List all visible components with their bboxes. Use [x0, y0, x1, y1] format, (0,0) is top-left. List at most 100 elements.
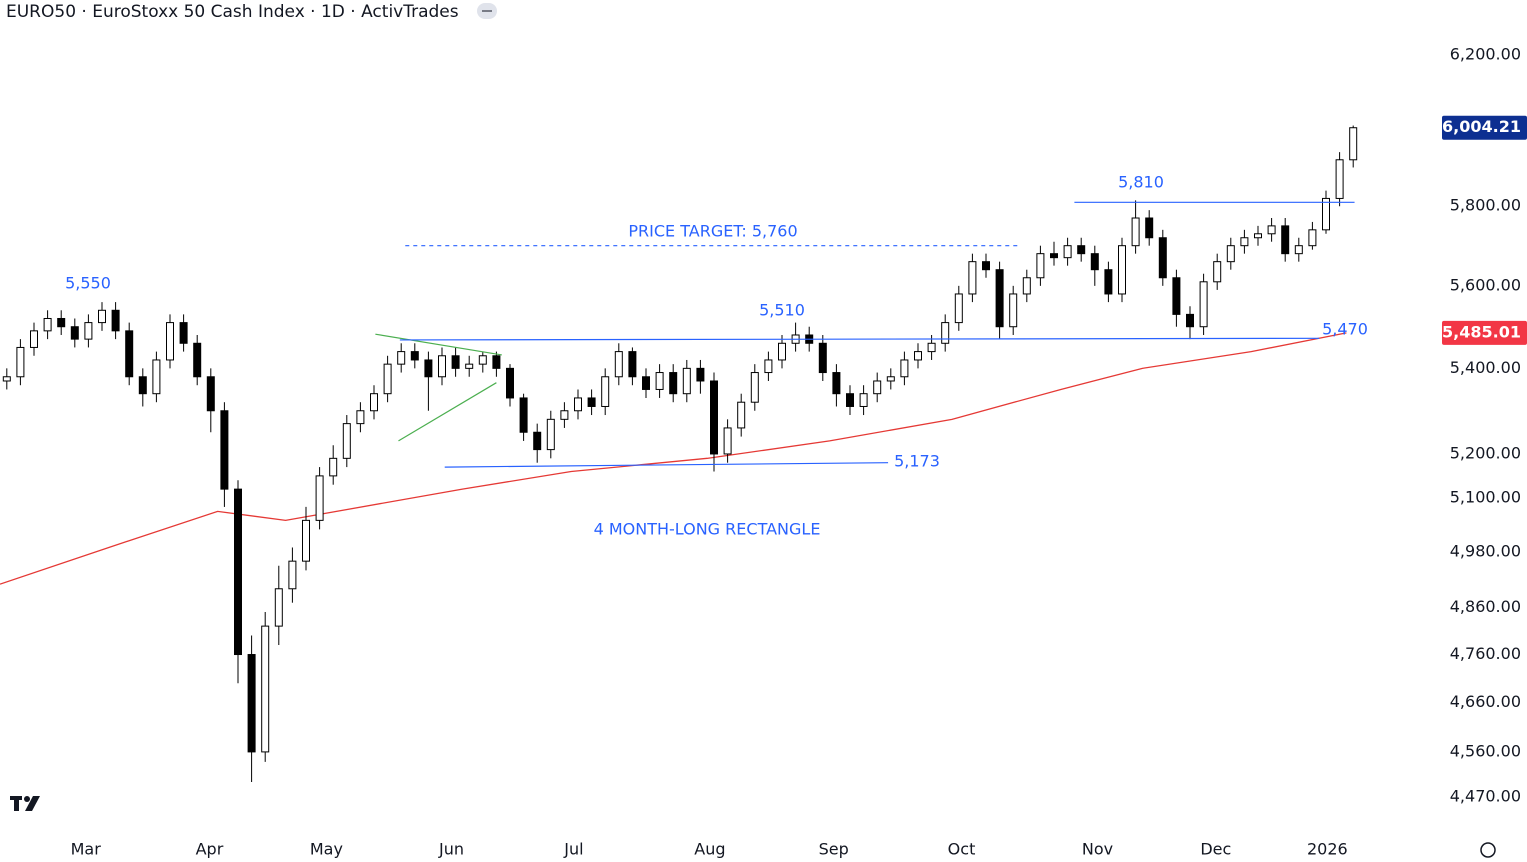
candle	[696, 359, 705, 394]
candle	[315, 467, 324, 530]
candle-body	[560, 410, 569, 420]
candle-body	[614, 351, 623, 378]
candle	[234, 480, 242, 684]
y-tick-label: 4,560.00	[1450, 741, 1521, 760]
candle-body	[166, 322, 174, 361]
candle-body	[669, 372, 678, 395]
candle-body	[1294, 245, 1303, 255]
y-tick-label: 4,760.00	[1450, 644, 1521, 663]
candle	[533, 423, 542, 463]
candle	[1131, 200, 1140, 254]
candle	[954, 285, 963, 331]
candle	[791, 322, 800, 352]
candle-body	[927, 342, 936, 353]
candle	[832, 364, 841, 407]
settings-button[interactable]	[1480, 842, 1496, 858]
candle-body	[274, 588, 283, 627]
candle-body	[1145, 217, 1154, 239]
candle	[261, 612, 270, 762]
candle-body	[98, 309, 106, 324]
candle	[356, 402, 365, 433]
candle	[601, 368, 610, 416]
candle-body	[710, 380, 718, 455]
candle-body	[138, 376, 147, 395]
candle-body	[995, 269, 1004, 328]
trend-line	[398, 382, 497, 442]
candle-body	[30, 330, 38, 348]
candle-body	[465, 363, 474, 369]
candle	[1022, 269, 1031, 303]
candle	[655, 364, 664, 398]
candle-body	[1022, 277, 1031, 295]
candle-body	[1254, 233, 1262, 239]
y-tick-label: 4,980.00	[1450, 542, 1521, 561]
candle-body	[57, 317, 66, 328]
candle	[982, 253, 990, 278]
candle	[1294, 237, 1303, 262]
candle-body	[914, 351, 922, 361]
candle	[206, 368, 215, 433]
candle-body	[900, 359, 909, 378]
candle-body	[519, 397, 528, 433]
candle-body	[1322, 197, 1330, 231]
candle-body	[315, 475, 324, 521]
candle-body	[43, 317, 52, 332]
candle-body	[1118, 245, 1126, 295]
annotation: 5,510	[759, 301, 805, 320]
candle-body	[220, 410, 229, 490]
candle	[574, 389, 582, 420]
candle	[478, 351, 487, 373]
annotation: PRICE TARGET: 5,760	[628, 222, 797, 241]
candle-body	[152, 359, 161, 395]
candle	[247, 635, 256, 782]
candle	[710, 372, 718, 472]
candle-body	[696, 367, 705, 382]
candle	[220, 402, 229, 507]
candle	[1063, 237, 1072, 266]
candle	[546, 410, 555, 459]
candle	[941, 314, 950, 352]
candle-body	[329, 457, 338, 477]
candle	[288, 547, 297, 603]
candle-body	[832, 372, 841, 395]
candle	[1254, 225, 1262, 246]
candle-body	[886, 376, 895, 382]
candle-body	[873, 380, 882, 395]
candle	[30, 322, 38, 356]
candle-body	[778, 342, 786, 361]
candle-body	[941, 322, 950, 344]
candle-body	[601, 376, 610, 407]
price-tag	[1442, 320, 1527, 345]
x-tick-label: Oct	[948, 840, 976, 859]
candle-body	[70, 326, 79, 340]
candle-body	[1090, 253, 1099, 271]
x-tick-label: 2026	[1307, 840, 1348, 859]
candle	[370, 385, 378, 420]
candle-body	[587, 397, 596, 407]
candle	[506, 364, 514, 407]
y-tick-label: 6,200.00	[1450, 44, 1521, 63]
candle	[397, 343, 406, 373]
y-tick-label: 5,600.00	[1450, 275, 1521, 294]
candle-body	[1036, 253, 1045, 279]
candle	[818, 334, 827, 381]
annotation: 4 MONTH-LONG RECTANGLE	[594, 520, 821, 539]
candle-body	[506, 367, 514, 399]
candle	[682, 359, 691, 403]
candle	[274, 565, 283, 646]
candle-body	[533, 431, 542, 451]
candle-body	[1104, 269, 1113, 295]
x-tick-label: Dec	[1200, 840, 1231, 859]
candle-body	[356, 410, 365, 425]
candle	[57, 310, 66, 335]
candle-body	[546, 418, 555, 451]
candle	[424, 351, 433, 411]
candle-body	[655, 372, 664, 390]
candle	[16, 339, 25, 386]
candle-body	[574, 397, 582, 412]
trend-line	[444, 462, 889, 468]
candle	[519, 393, 528, 441]
candle-body	[397, 351, 406, 365]
candle	[152, 351, 161, 403]
